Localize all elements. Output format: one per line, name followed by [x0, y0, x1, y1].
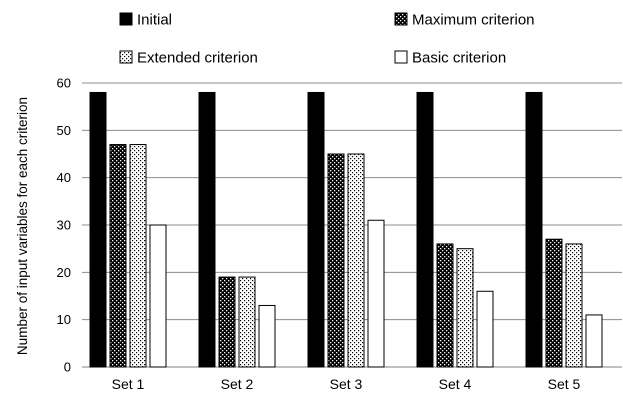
bar-extended-criterion-set-3 — [347, 153, 365, 368]
y-tick-label-40: 40 — [57, 170, 71, 185]
y-axis-ticks: 0 10 20 30 40 50 60 — [57, 76, 71, 375]
bar-maximum-criterion-set-2 — [218, 276, 236, 368]
bar-extended-criterion-set-4 — [456, 248, 474, 368]
bar-extended-criterion-set-5 — [565, 243, 583, 368]
x-tick-label-set-2: Set 2 — [221, 376, 254, 392]
y-tick-label-0: 0 — [64, 360, 71, 375]
legend-swatch-maximum-criterion — [394, 12, 408, 26]
bar-initial-set-2 — [198, 91, 216, 368]
legend-label-initial: Initial — [137, 12, 172, 29]
y-tick-label-30: 30 — [57, 218, 71, 233]
legend-swatch-extended-criterion — [119, 50, 133, 64]
bar-maximum-criterion-set-4 — [436, 243, 454, 368]
bar-extended-criterion-set-1 — [129, 144, 147, 368]
bar-initial-set-3 — [307, 91, 325, 368]
y-tick-label-20: 20 — [57, 265, 71, 280]
bars — [89, 91, 603, 368]
bar-basic-criterion-set-4 — [476, 290, 494, 368]
bar-initial-set-1 — [89, 91, 107, 368]
bar-basic-criterion-set-2 — [258, 304, 276, 368]
legend-swatch-basic-criterion — [394, 50, 408, 64]
legend-label-extended-criterion: Extended criterion — [137, 50, 258, 67]
bar-maximum-criterion-set-1 — [109, 144, 127, 368]
bar-initial-set-4 — [416, 91, 434, 368]
bar-basic-criterion-set-5 — [585, 314, 603, 368]
bar-extended-criterion-set-2 — [238, 276, 256, 368]
bar-maximum-criterion-set-3 — [327, 153, 345, 368]
bar-maximum-criterion-set-5 — [545, 238, 563, 368]
x-axis-labels: Set 1 Set 2 Set 3 Set 4 Set 5 — [112, 376, 581, 392]
x-tick-label-set-4: Set 4 — [439, 376, 472, 392]
y-tick-label-50: 50 — [57, 123, 71, 138]
y-tick-label-10: 10 — [57, 312, 71, 327]
x-tick-label-set-1: Set 1 — [112, 376, 145, 392]
legend: Initial Maximum criterion Extended criteri… — [119, 12, 535, 67]
x-tick-label-set-5: Set 5 — [548, 376, 581, 392]
bar-basic-criterion-set-3 — [367, 219, 385, 368]
x-tick-label-set-3: Set 3 — [330, 376, 363, 392]
y-axis-title: Number of input variables for each crite… — [15, 97, 30, 355]
legend-label-maximum-criterion: Maximum criterion — [412, 12, 535, 29]
legend-label-basic-criterion: Basic criterion — [412, 50, 506, 67]
legend-swatch-initial — [119, 12, 133, 26]
bar-basic-criterion-set-1 — [149, 224, 167, 368]
bar-initial-set-5 — [525, 91, 543, 368]
y-tick-label-60: 60 — [57, 76, 71, 91]
